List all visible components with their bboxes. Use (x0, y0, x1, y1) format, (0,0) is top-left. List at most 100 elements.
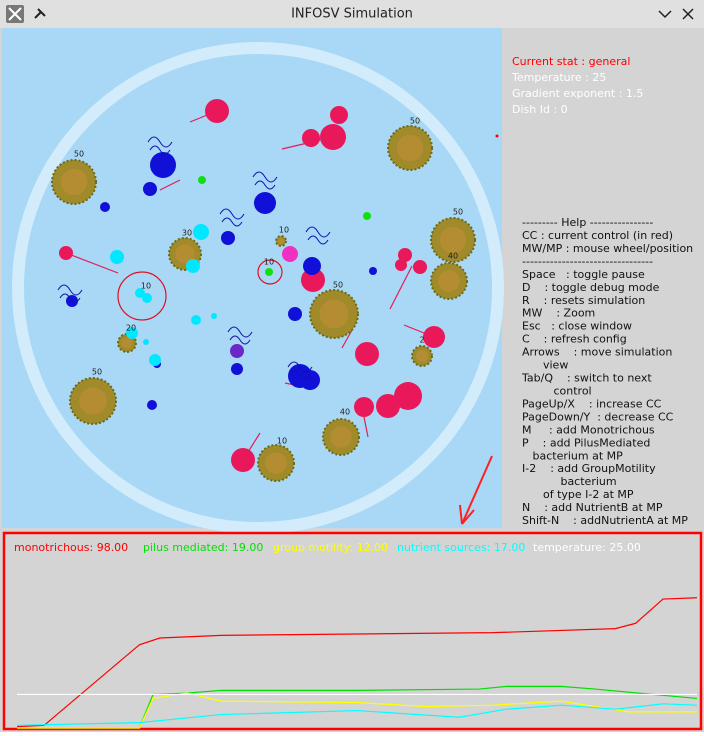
series-line (17, 685, 698, 729)
help-line: bacterium at MP (522, 449, 623, 462)
help-line: M : add Monotrichous (522, 423, 655, 436)
colony-label: 50 (410, 117, 420, 126)
tether (389, 265, 413, 310)
flagella (219, 208, 245, 227)
pin-button[interactable] (34, 8, 46, 19)
help-line: P : add PilusMediated (522, 436, 650, 449)
stat-line: Dish Id : 0 (512, 103, 568, 116)
selection-ring (117, 271, 167, 321)
help-line: N : add NutrientB at MP (522, 501, 663, 514)
help-line: I-2 : add GroupMotility (522, 462, 656, 475)
nutrient (126, 327, 138, 339)
tether (65, 252, 119, 274)
pilus-cell (320, 124, 346, 150)
help-line: of type I-2 at MP (522, 488, 634, 501)
help-line: PageUp/X : increase CC (522, 397, 662, 410)
flagella (147, 136, 173, 155)
nutrient (142, 293, 152, 303)
help-line: C : refresh config (522, 333, 627, 346)
pilus-cell (282, 246, 298, 262)
close-button[interactable] (682, 8, 694, 20)
mono-cell (143, 182, 157, 196)
help-line: Esc : close window (522, 320, 632, 333)
title-bar (0, 0, 704, 28)
legend-entry: temperature: 25.00 (533, 541, 641, 554)
pilus-cell (395, 259, 407, 271)
help-line: Shift-N : addNutrientA at MP (522, 514, 688, 527)
colony-label: 20 (126, 324, 136, 333)
mono-cell (147, 400, 157, 410)
nutrient-b (265, 268, 273, 276)
help-line: PageDown/Y : decrease CC (522, 410, 674, 423)
pilus-cell (355, 342, 379, 366)
mono-cell (221, 231, 235, 245)
colony-core (60, 168, 88, 196)
app-icon-mark (8, 7, 22, 21)
colony-core (396, 134, 424, 162)
stat-line: Temperature : 25 (511, 71, 606, 84)
nutrient (193, 224, 209, 240)
pilus-cell (398, 248, 412, 262)
colony-core (438, 270, 460, 292)
pilus-cell (413, 260, 427, 274)
nutrient-b (198, 176, 206, 184)
pilus-cell (205, 99, 229, 123)
colony-core (265, 452, 287, 474)
stat-line: Gradient exponent : 1.5 (512, 87, 643, 100)
nutrient (211, 313, 217, 319)
nutrient (110, 250, 124, 264)
mono-cell (231, 363, 243, 375)
help-panel: --------- Help ----------------CC : curr… (521, 216, 693, 527)
stats-panel: Current stat : general Temperature : 25 Gr… (511, 55, 643, 116)
help-line: control (522, 384, 592, 397)
colony-core (278, 238, 284, 244)
legend-entry: pilus mediated: 19.00 (143, 541, 263, 554)
mono-cell (369, 267, 377, 275)
mono-cell (254, 192, 276, 214)
dish-rim (12, 42, 504, 534)
mono-cell (100, 202, 110, 212)
colony-label: 40 (340, 408, 350, 417)
nutrient (149, 354, 161, 366)
minimize-button[interactable] (658, 10, 672, 19)
help-line: CC : current control (in red) (522, 229, 673, 242)
nutrient (186, 259, 200, 273)
colony-core (330, 426, 352, 448)
help-line: --------- Help ---------------- (522, 216, 653, 229)
tether (159, 179, 181, 191)
pilus-cell (376, 394, 400, 418)
window-title: INFOSV Simulation (291, 7, 413, 22)
colony-label: 2 (419, 336, 424, 345)
pilus-cell (330, 106, 348, 124)
flagella (57, 284, 83, 303)
colony-core (416, 350, 428, 362)
plot: monotrichous: 98.00 pilus mediated: 19.00… (14, 541, 698, 729)
flagella (252, 171, 278, 190)
colony-label: 10 (141, 282, 151, 291)
mono-cell (300, 370, 320, 390)
colony-core (175, 244, 195, 264)
colony-label: 50 (453, 208, 463, 217)
help-line: Space : toggle pause (522, 268, 645, 281)
pilus-cell (423, 326, 445, 348)
series-line (16, 597, 698, 728)
colony-core (319, 299, 349, 329)
selection-ring (257, 259, 283, 285)
help-line: Tab/Q : switch to next (521, 372, 652, 385)
legend-entry: monotrichous: 98.00 (14, 541, 128, 554)
colony-label: 10 (264, 258, 274, 267)
pilus-cell (354, 397, 374, 417)
pilus-cell (302, 129, 320, 147)
dish-objects: 50 50 50 30 10 10 40 50 10 20 2 50 40 10 (51, 99, 476, 482)
flagella (227, 326, 253, 345)
help-line: MW : Zoom (522, 307, 595, 320)
plot-frame (2, 531, 703, 731)
help-line: R : resets simulation (522, 294, 645, 307)
colony-label: 50 (74, 150, 84, 159)
help-line: MW/MP : mouse wheel/position (522, 242, 693, 255)
legend-entry: group motility: 12.00 (273, 541, 388, 554)
colony-core (121, 337, 133, 349)
flagella (305, 226, 331, 245)
